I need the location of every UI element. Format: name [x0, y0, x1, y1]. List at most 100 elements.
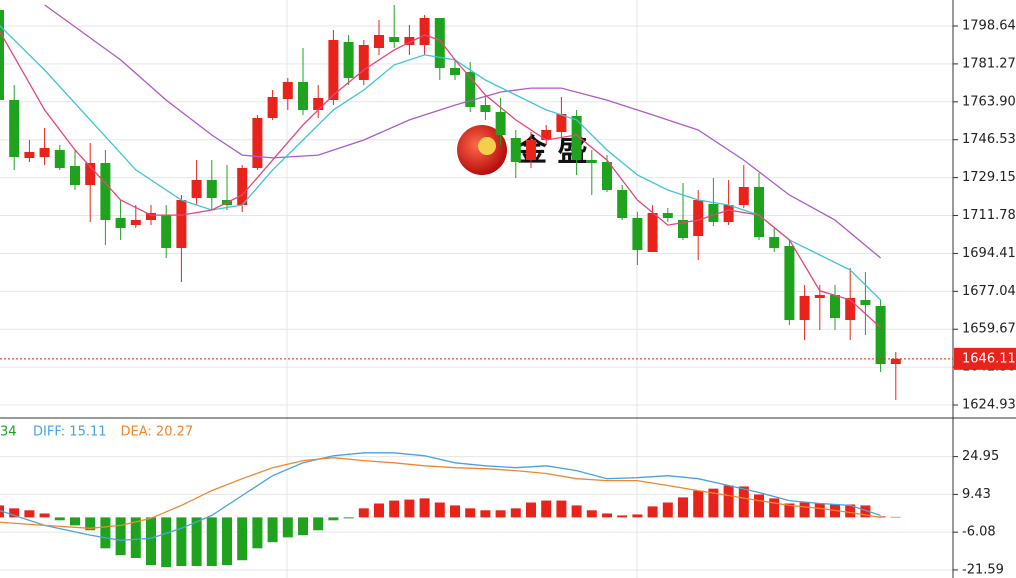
macd-bar: [313, 517, 324, 531]
macd-bar: [693, 490, 704, 518]
candle-body: [830, 295, 840, 319]
macd-bar: [115, 517, 126, 556]
macd-bar: [130, 517, 141, 559]
macd-bar: [571, 505, 582, 518]
candle-body: [176, 200, 187, 249]
legend-histogram: 34: [0, 425, 17, 440]
macd-bar: [70, 517, 80, 526]
y-tick-label: 1659.67: [962, 322, 1016, 337]
macd-bar: [754, 494, 764, 518]
candle-body: [799, 296, 810, 321]
macd-bar: [799, 502, 810, 518]
macd-bar: [541, 500, 552, 518]
macd-bar: [465, 508, 476, 518]
legend: 34 DIFF: 15.11 DEA: 20.27: [0, 425, 193, 440]
axis-layer: 1798.64 1781.27 1763.90 1746.53 1729.15 1711.…: [953, 19, 1016, 577]
macd-bar: [282, 517, 293, 538]
y-tick-label: 24.95: [962, 449, 999, 464]
candle-body: [206, 179, 217, 198]
candle-body: [0, 9, 4, 101]
candle-body: [465, 72, 476, 108]
macd-bar: [328, 517, 339, 521]
macd-bar: [389, 500, 400, 518]
macd-bar: [647, 506, 658, 518]
candle-body: [404, 37, 415, 45]
candle-body: [602, 161, 612, 191]
y-tick-label: 1781.27: [962, 56, 1016, 71]
macd-bar: [526, 502, 536, 518]
macd-bar: [495, 510, 506, 518]
grid-layer: [0, 25, 953, 571]
candle-body: [374, 34, 384, 49]
legend-entry: DIFF: 15.11: [33, 425, 107, 440]
macd-bar: [769, 498, 780, 518]
macd-bar: [24, 510, 35, 518]
y-tick-label: 1763.90: [962, 94, 1016, 109]
macd-bar: [708, 488, 719, 518]
candle-body: [754, 186, 764, 238]
candle-body: [769, 237, 780, 249]
candle-body: [70, 166, 80, 186]
y-tick-label: 1729.15: [962, 170, 1016, 185]
candle-body: [191, 179, 202, 198]
candle-body: [693, 200, 704, 237]
candle-body: [130, 220, 141, 226]
indicator-line: [0, 25, 882, 301]
candle-body: [100, 162, 111, 221]
macd-bar: [632, 514, 643, 518]
macd-bar: [146, 517, 156, 566]
candle-body: [115, 218, 126, 228]
candle-body: [298, 81, 308, 110]
candle-body: [39, 148, 50, 157]
candle-body: [237, 167, 248, 205]
candle-body: [738, 186, 749, 205]
macd-bar: [358, 508, 369, 518]
candle-body: [647, 213, 658, 252]
candle-body: [389, 37, 400, 43]
indicator-line: [44, 4, 882, 259]
macd-bar: [556, 500, 567, 518]
macd-bar: [267, 517, 278, 543]
candle-body: [632, 218, 643, 251]
macd-bar: [374, 503, 384, 518]
y-tick-label: 9.43: [962, 487, 991, 502]
candle-body: [617, 190, 628, 219]
candle-body: [814, 295, 825, 298]
y-tick-label: 1711.78: [962, 208, 1016, 223]
candle-body: [313, 97, 324, 110]
y-tick-label: 1694.41: [962, 246, 1016, 261]
candle-body: [495, 112, 506, 135]
macd-bar: [602, 513, 612, 518]
candle-body: [343, 42, 354, 79]
candle-body: [358, 44, 369, 80]
macd-bar: [404, 499, 415, 518]
macd-bar: [617, 515, 628, 518]
candle-body: [267, 97, 278, 119]
candle-body: [434, 18, 445, 68]
macd-bar: [9, 508, 20, 518]
candle-body: [875, 306, 886, 364]
indicator-line: [0, 457, 881, 529]
y-tick-label: 1624.93: [962, 398, 1016, 413]
candle-body: [161, 215, 172, 249]
candle-body: [784, 245, 795, 321]
y-tick-label: 1798.64: [962, 19, 1016, 34]
macd-bar: [890, 516, 901, 518]
y-tick-label: 1677.04: [962, 284, 1016, 299]
candle-body: [450, 67, 460, 75]
macd-bar: [784, 503, 795, 518]
macd-bar: [586, 510, 597, 518]
candle-body: [723, 204, 734, 222]
macd-bar: [176, 517, 187, 567]
macd-bar: [480, 510, 491, 518]
candle-body: [54, 149, 65, 168]
macd-bar: [738, 486, 749, 518]
macd-bar: [678, 497, 688, 518]
y-tick-label: -21.59: [962, 562, 1004, 577]
current-price-label: 1646.11: [962, 351, 1016, 366]
macd-bar: [54, 517, 65, 521]
current-price-tag: [954, 347, 1016, 370]
macd-bar: [845, 504, 856, 518]
macd-bar: [419, 498, 430, 518]
